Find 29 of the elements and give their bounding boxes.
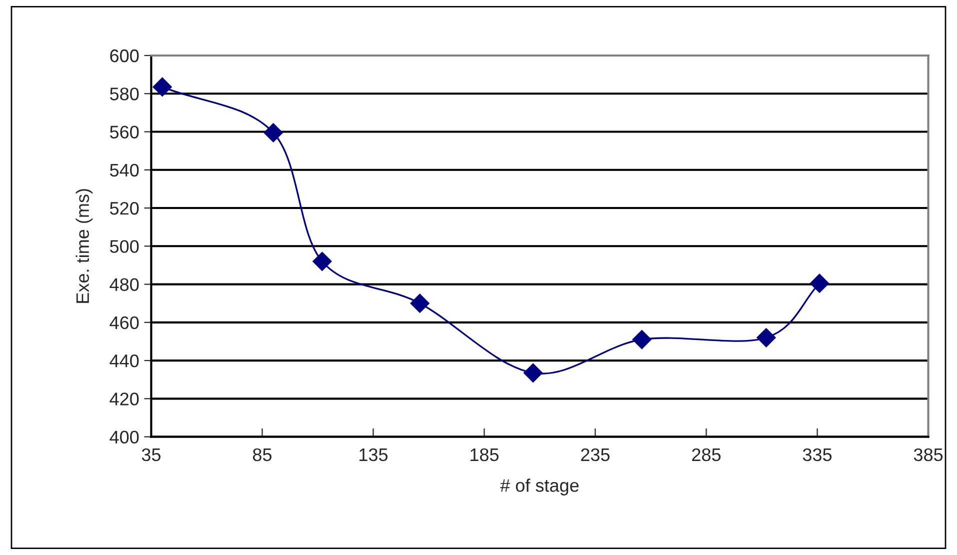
x-tick-label: 235 [581, 448, 610, 462]
point [264, 123, 283, 142]
x-tick-label: 135 [360, 448, 388, 462]
point [152, 77, 172, 96]
x-tick-label: 385 [914, 448, 943, 462]
x-tick-label: 85 [252, 448, 272, 462]
point [632, 330, 652, 350]
y-tick-label: 440 [110, 354, 139, 368]
y-tick-label: 400 [110, 430, 139, 444]
y-tick-label: 580 [110, 88, 139, 100]
y-tick-label: 460 [110, 316, 139, 330]
x-tick-label: 335 [802, 448, 832, 462]
y-tick-label: 560 [110, 126, 139, 138]
y-axis-title: Exe. time (ms) [76, 189, 93, 303]
y-tick-label: 500 [110, 240, 139, 253]
y-tick-label: 520 [110, 202, 139, 215]
y-tick-label: 540 [110, 164, 139, 177]
point [756, 328, 776, 348]
y-tick-label: 420 [110, 392, 139, 406]
x-tick-label: 285 [692, 448, 721, 462]
y-tick-label: 480 [110, 278, 139, 291]
x-tick-label: 185 [470, 448, 499, 462]
point [312, 252, 332, 271]
point [410, 294, 430, 313]
point [810, 274, 830, 293]
point [524, 363, 543, 382]
y-tick-label: 600 [110, 49, 139, 62]
x-tick-label: 35 [142, 448, 160, 462]
x-axis-title: # of stage [500, 478, 579, 496]
